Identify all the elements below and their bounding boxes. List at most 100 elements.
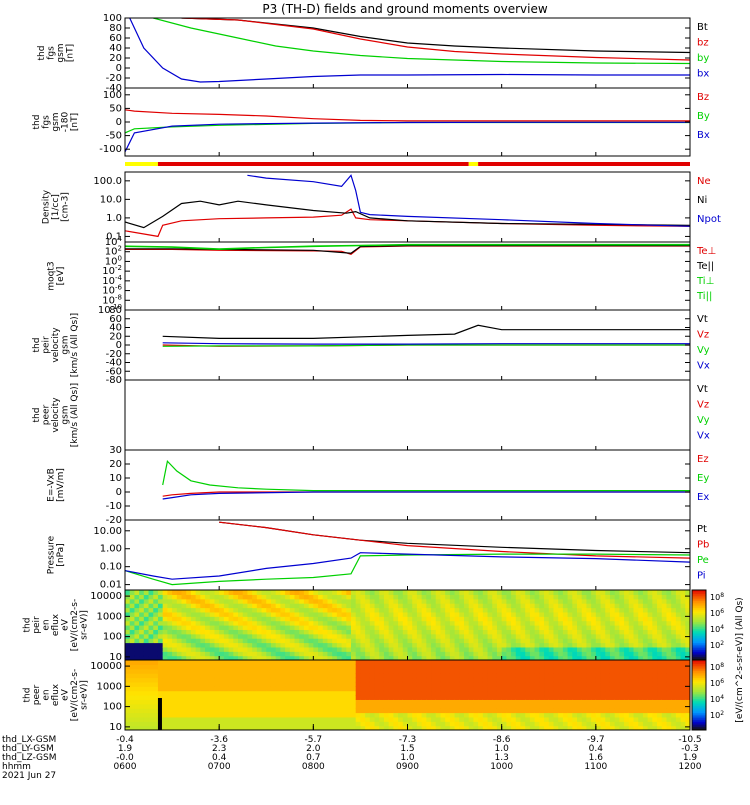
heatmap-cell [454,651,460,657]
heatmap-cell [294,590,300,595]
heatmap-cell [657,716,663,722]
heatmap-cell [256,690,263,696]
heatmap-cell [407,633,413,639]
heatmap-cell [294,625,300,630]
heatmap-cell [275,699,281,705]
heatmap-cell [219,690,225,696]
heatmap-cell [153,695,159,700]
heatmap-cell [167,611,173,617]
heatmap-cell [506,668,512,674]
colorbar-cell [692,635,706,638]
heatmap-cell [501,699,507,705]
heatmap-cell [468,673,475,679]
heatmap-cell [214,633,220,639]
heatmap-cell [176,607,183,613]
heatmap-cell [355,590,362,595]
heatmap-cell [520,725,526,730]
heatmap-cell [586,598,592,604]
heatmap-cell [308,686,314,692]
heatmap-cell [176,673,183,679]
heatmap-cell [652,681,658,687]
heatmap-cell [605,629,611,635]
heatmap-cell [548,629,555,635]
heatmap-cell [628,646,635,652]
heatmap-cell [487,590,493,595]
heatmap-cell [280,664,286,670]
heatmap-cell [134,673,140,679]
heatmap-cell [459,699,465,705]
heatmap-cell [468,625,475,630]
heatmap-cell [393,607,399,613]
heatmap-cell [190,708,197,714]
heatmap-cell [657,603,663,609]
heatmap-cell [318,708,324,714]
heatmap-cell [435,699,442,705]
heatmap-cell [595,673,602,679]
heatmap-cell [299,642,305,648]
heatmap-cell [129,638,136,644]
heatmap-cell [577,668,583,674]
heatmap-cell [280,625,286,630]
heatmap-cell [426,721,432,727]
heatmap-cell [176,598,183,604]
heatmap-cell [379,603,385,609]
heatmap-cell [139,716,145,722]
heatmap-cell [200,611,206,617]
heatmap-cell [473,598,479,604]
y-tick-label: 100 [103,13,122,24]
heatmap-cell [223,703,230,709]
heatmap-cell [624,620,630,626]
heatmap-cell [544,660,550,665]
heatmap-cell [468,629,475,635]
heatmap-cell [595,603,602,609]
heatmap-cell [544,607,550,613]
heatmap-cell [581,629,588,635]
heatmap-cell [238,703,244,709]
heatmap-cell [228,629,234,635]
heatmap-cell [558,664,564,670]
heatmap-cell [529,681,536,687]
heatmap-cell [642,664,649,670]
heatmap-cell [520,594,526,600]
colorbar-cell [692,597,706,600]
heatmap-cell [539,695,545,700]
heatmap-cell [459,590,465,595]
x-row-value: 0900 [396,762,419,772]
tick-exponent: -2 [115,264,122,272]
heatmap-cell [374,598,380,604]
heatmap-cell [200,625,206,630]
heatmap-cell [360,629,366,635]
heatmap-cell [261,677,267,683]
heatmap-cell [595,616,602,622]
heatmap-cell [544,664,550,670]
heatmap-cell [445,673,451,679]
heatmap-cell [242,590,249,595]
heatmap-cell [261,633,267,639]
heatmap-cell [487,616,493,622]
heatmap-cell [398,673,404,679]
heatmap-cell [577,625,583,630]
heatmap-cell [482,695,489,700]
heatmap-cell [289,703,296,709]
heatmap-cell [440,655,446,660]
heatmap-cell [435,668,442,674]
heatmap-cell [162,607,168,613]
heatmap-cell [595,699,602,705]
heatmap-cell [680,664,686,670]
heatmap-cell [661,625,668,630]
heatmap-cell [176,660,183,665]
heatmap-cell [341,611,347,617]
heatmap-cell [548,712,555,718]
colorbar-cell [692,660,706,663]
heatmap-cell [148,598,154,604]
heatmap-cell [459,703,465,709]
heatmap-cell [228,638,234,644]
heatmap-cell [247,699,253,705]
heatmap-cell [157,695,164,700]
heatmap-cell [214,638,220,644]
y-tick-label: 80 [109,305,122,316]
heatmap-cell [581,673,588,679]
heatmap-cell [671,721,677,727]
heatmap-cell [628,629,635,635]
